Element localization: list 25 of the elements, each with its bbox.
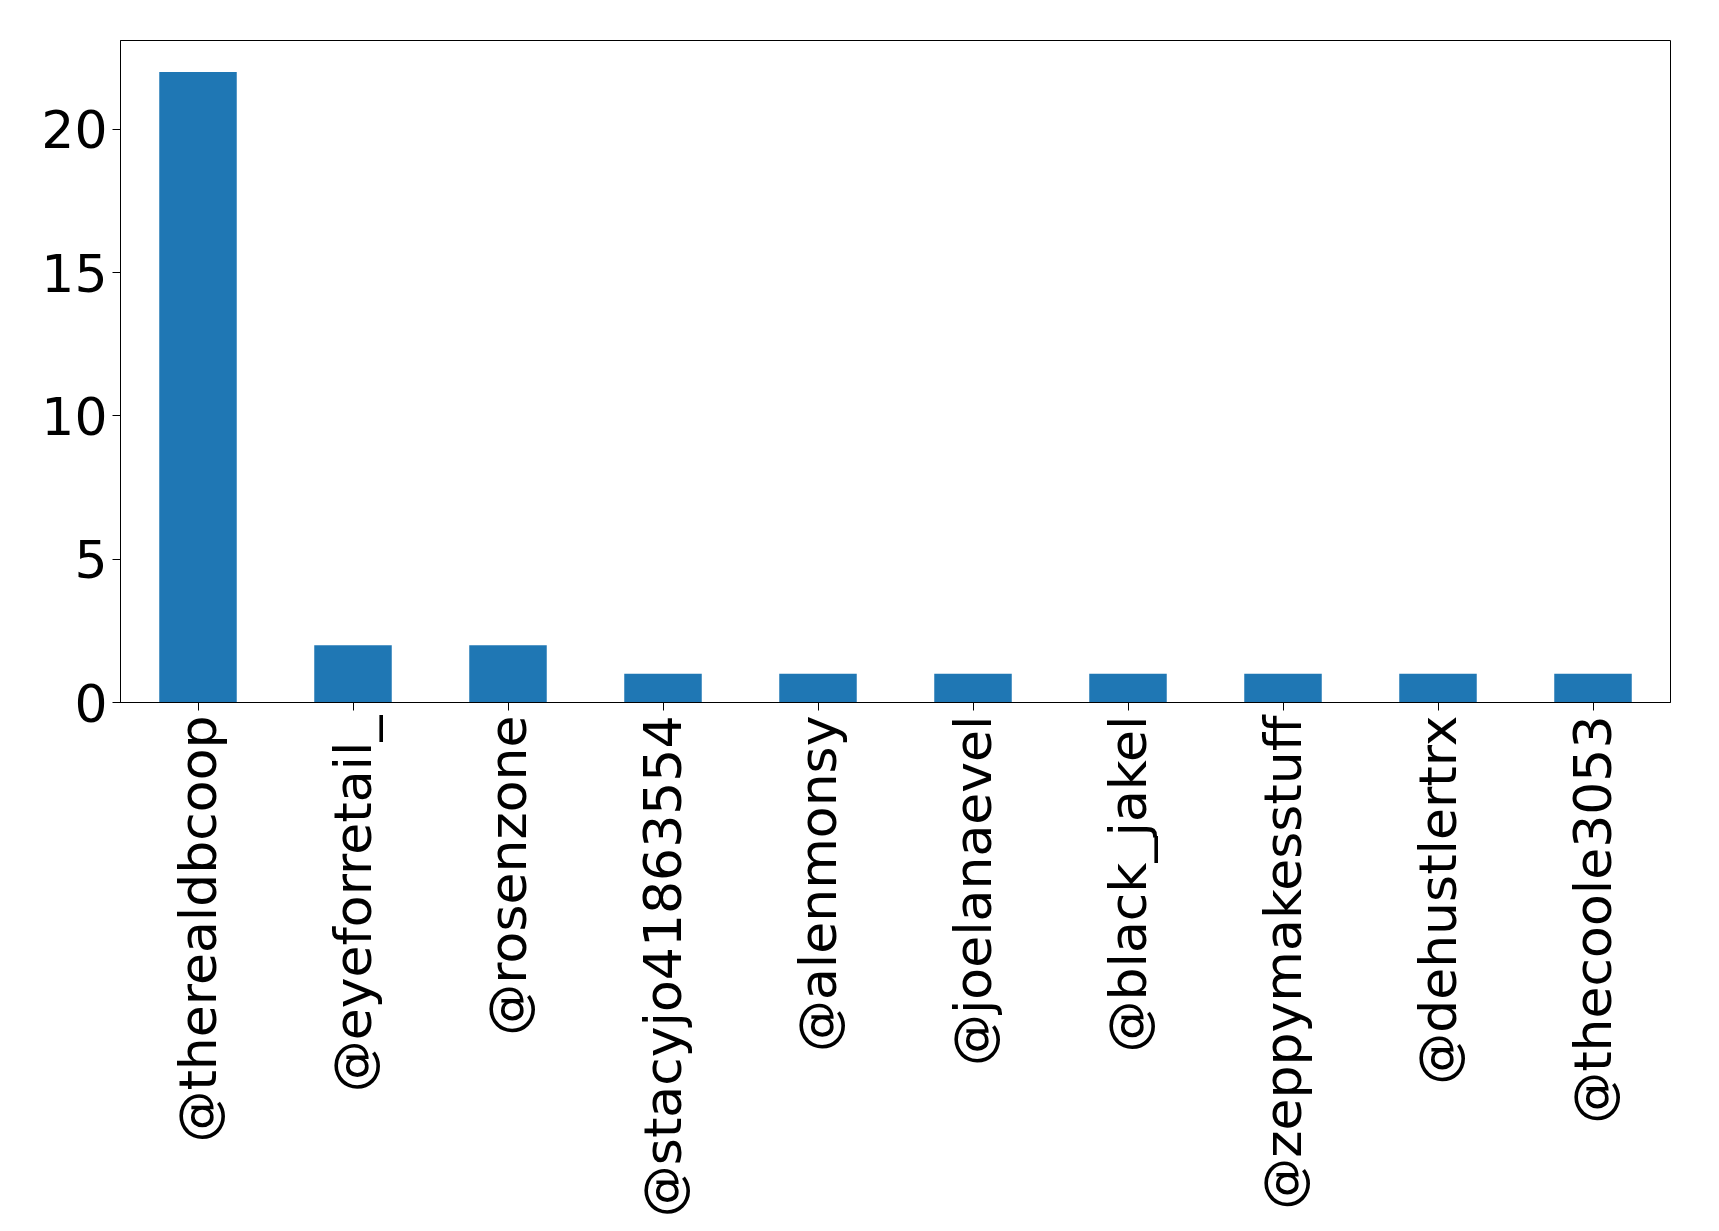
y-tick-label: 5 (74, 530, 108, 591)
bar (1399, 673, 1477, 703)
bar (1554, 673, 1632, 703)
x-tick-label: @rosenzone (478, 715, 538, 1036)
x-tick-label: @joelanaevel (943, 715, 1003, 1067)
bar (779, 673, 857, 703)
x-tick-label: @alenmonsy (788, 715, 848, 1053)
bar (1089, 673, 1167, 703)
x-tick-label: @eyeforretail_ (323, 714, 383, 1093)
bar (159, 72, 237, 703)
bar (314, 645, 392, 703)
bar (624, 673, 702, 703)
bar (1244, 673, 1322, 703)
x-tick-label: @zeppymakesstuff (1253, 714, 1313, 1210)
y-tick-label: 15 (41, 243, 108, 304)
bar (469, 645, 547, 703)
x-tick-label: @stacyjo41863554 (633, 715, 693, 1218)
x-tick-label: @black_jakel (1098, 715, 1158, 1053)
y-tick-label: 20 (41, 100, 108, 161)
x-tick-label: @dehustlertrx (1408, 715, 1468, 1085)
y-tick-label: 10 (41, 386, 108, 447)
x-tick-label: @therealdbcoop (168, 715, 228, 1143)
bar (934, 673, 1012, 703)
x-tick-label: @thecoole3053 (1563, 715, 1623, 1124)
y-tick-label: 0 (74, 673, 108, 734)
